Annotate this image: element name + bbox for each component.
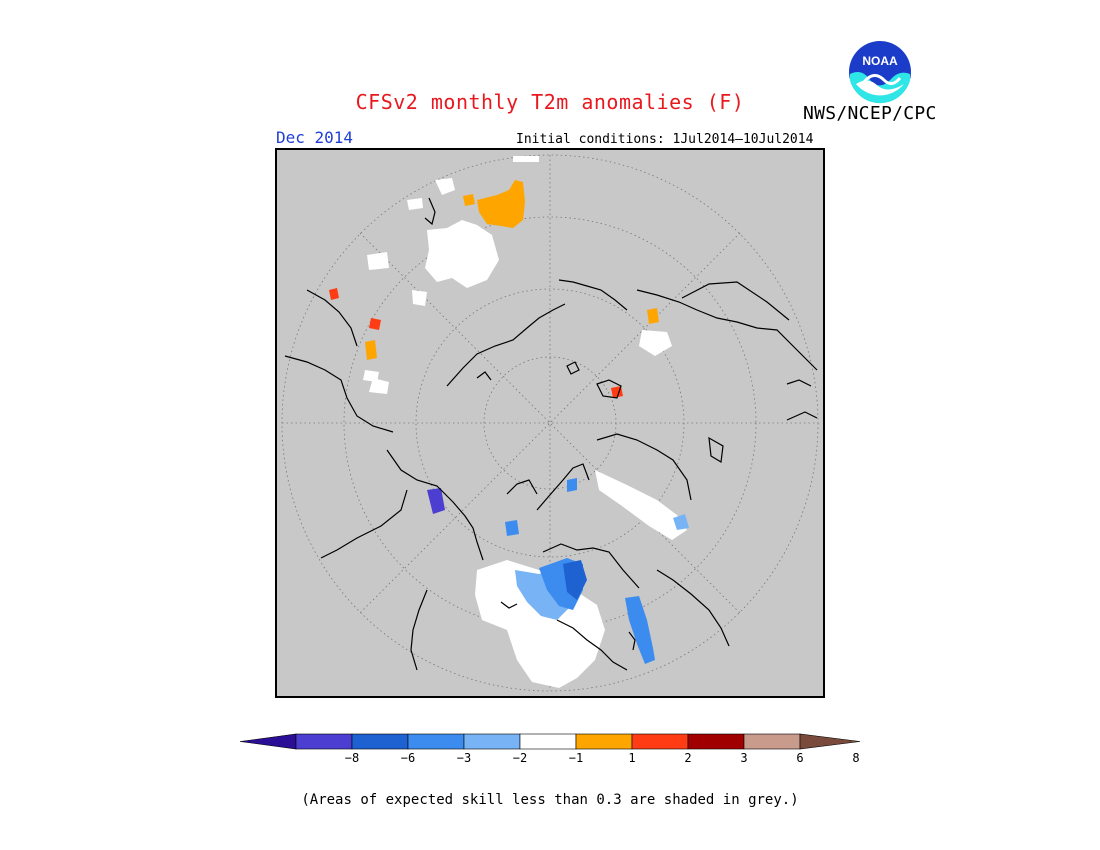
colorbar-tick-label: −3 — [457, 751, 471, 765]
warm-anomaly-regions — [329, 180, 659, 398]
colorbar-segment — [631, 733, 689, 750]
colorbar-segment — [463, 733, 521, 750]
colorbar-tick-label: 3 — [740, 751, 747, 765]
noaa-logo-text: NOAA — [862, 54, 898, 68]
valid-month-label: Dec 2014 — [276, 128, 354, 147]
agency-label: NWS/NCEP/CPC — [803, 103, 937, 124]
colorbar-tick-label: −2 — [513, 751, 527, 765]
colorbar-segment — [575, 733, 633, 750]
colorbar-arrow-low — [239, 733, 297, 750]
colorbar-segment — [351, 733, 409, 750]
colorbar-tick-label: −6 — [401, 751, 415, 765]
cold-anomaly-regions — [427, 478, 689, 664]
colorbar-segment — [407, 733, 465, 750]
colorbar-segment — [687, 733, 745, 750]
colorbar-segment — [743, 733, 801, 750]
colorbar-segment — [295, 733, 353, 750]
coastlines — [284, 197, 818, 671]
colorbar-graphic: −8 −6 −3 −2 −1 1 2 3 6 8 — [239, 733, 861, 765]
colorbar-tick-label: 1 — [628, 751, 635, 765]
colorbar-tick-label: 8 — [852, 751, 859, 765]
colorbar-tick-label: 6 — [796, 751, 803, 765]
colorbar-tick-label: −1 — [569, 751, 583, 765]
colorbar-segment — [519, 733, 577, 750]
anomaly-map — [275, 148, 825, 698]
initial-conditions-label: Initial conditions: 1Jul2014–10Jul2014 — [516, 132, 814, 147]
skill-footnote: (Areas of expected skill less than 0.3 a… — [301, 792, 799, 808]
colorbar-tick-label: −8 — [345, 751, 359, 765]
noaa-logo-icon: NOAA — [848, 40, 912, 104]
map-title: CFSv2 monthly T2m anomalies (F) — [355, 90, 745, 114]
colorbar-tick-label: 2 — [684, 751, 691, 765]
colorbar: −8 −6 −3 −2 −1 1 2 3 6 8 — [238, 732, 862, 772]
colorbar-arrow-high — [799, 733, 861, 750]
